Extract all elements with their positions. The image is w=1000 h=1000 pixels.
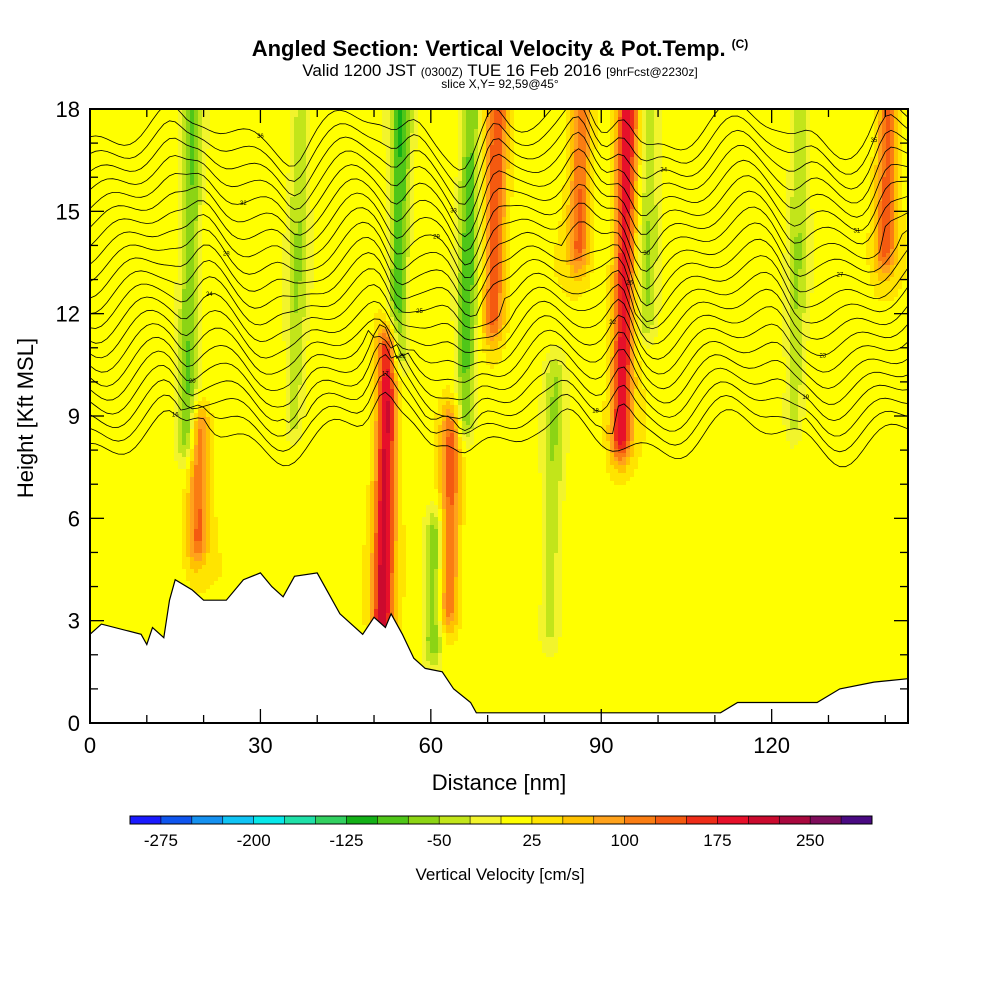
- theta-contour-label: 34: [660, 168, 667, 174]
- theta-contour-label: 18: [592, 409, 599, 415]
- colorbar-swatch: [470, 816, 501, 824]
- colorbar-tick-label: 100: [610, 831, 638, 850]
- colorbar-tick-label: 175: [703, 831, 731, 850]
- y-tick-label: 15: [56, 199, 80, 224]
- plot-area: 16 17 18 19 20 21 22 23 24 25 26 27 28 29 30 31 32 33 34 35…: [90, 87, 911, 726]
- colorbar-swatch: [161, 816, 192, 824]
- theta-contour-label: 27: [836, 273, 843, 279]
- colorbar-tick-label: -50: [427, 831, 452, 850]
- colorbar-swatch: [779, 816, 810, 824]
- y-tick-label: 3: [68, 609, 80, 634]
- theta-contour-label: 23: [819, 354, 826, 360]
- theta-contour-label: 32: [240, 201, 247, 207]
- colorbar-tick-label: -200: [237, 831, 271, 850]
- colorbar-swatch: [192, 816, 223, 824]
- colorbar-swatch: [532, 816, 563, 824]
- colorbar-tick-label: 25: [522, 831, 541, 850]
- colorbar-swatch: [316, 816, 347, 824]
- colorbar-swatch: [810, 816, 841, 824]
- colorbar-swatch: [748, 816, 779, 824]
- y-tick-label: 18: [56, 97, 80, 122]
- y-tick-label: 0: [68, 711, 80, 736]
- colorbar-title: Vertical Velocity [cm/s]: [415, 865, 584, 884]
- y-axis-title: Height [Kft MSL]: [13, 338, 38, 498]
- colorbar-swatch: [254, 816, 285, 824]
- theta-contour-label: 24: [206, 292, 213, 298]
- colorbar-tick-label: -275: [144, 831, 178, 850]
- colorbar-swatch: [563, 816, 594, 824]
- y-tick-label: 12: [56, 302, 80, 327]
- colorbar-swatch: [687, 816, 718, 824]
- colorbar-swatch: [439, 816, 470, 824]
- theta-contour-label: 17: [382, 371, 389, 377]
- x-axis-title: Distance [nm]: [432, 770, 567, 795]
- theta-contour-label: 19: [802, 395, 809, 401]
- theta-contour-label: 28: [223, 251, 230, 257]
- colorbar-swatch: [223, 816, 254, 824]
- theta-contour-label: 35: [871, 138, 878, 144]
- colorbar: -275 -200 -125 -50 25 100 175 250: [130, 816, 872, 850]
- theta-contour-label: 20: [189, 379, 196, 385]
- x-tick-label: 120: [753, 733, 790, 758]
- x-tick-label: 90: [589, 733, 613, 758]
- colorbar-swatch: [377, 816, 408, 824]
- colorbar-swatch: [285, 816, 316, 824]
- theta-contour-label: 21: [399, 354, 406, 360]
- theta-contour-label: 25: [416, 309, 423, 315]
- colorbar-tick-label: 250: [796, 831, 824, 850]
- colorbar-swatch: [130, 816, 161, 824]
- colorbar-swatch: [841, 816, 872, 824]
- theta-contour-label: 31: [854, 229, 861, 235]
- colorbar-swatch: [501, 816, 532, 824]
- colorbar-swatch: [625, 816, 656, 824]
- theta-contour-label: 29: [433, 235, 440, 241]
- theta-contour-label: 30: [643, 251, 650, 257]
- theta-contour-label: 16: [172, 413, 179, 419]
- x-tick-label: 60: [419, 733, 443, 758]
- colorbar-swatch: [408, 816, 439, 824]
- colorbar-tick-label: -125: [329, 831, 363, 850]
- theta-contour-label: 22: [609, 320, 616, 326]
- theta-contour-label: 36: [257, 134, 264, 140]
- y-tick-label: 9: [68, 404, 80, 429]
- theta-contour-label: 33: [450, 209, 457, 215]
- theta-contour-label: 26: [626, 280, 633, 286]
- colorbar-swatch: [656, 816, 687, 824]
- colorbar-swatch: [594, 816, 625, 824]
- colorbar-swatch: [717, 816, 748, 824]
- colorbar-swatch: [346, 816, 377, 824]
- y-tick-label: 6: [68, 506, 80, 531]
- x-tick-label: 0: [84, 733, 96, 758]
- x-tick-label: 30: [248, 733, 272, 758]
